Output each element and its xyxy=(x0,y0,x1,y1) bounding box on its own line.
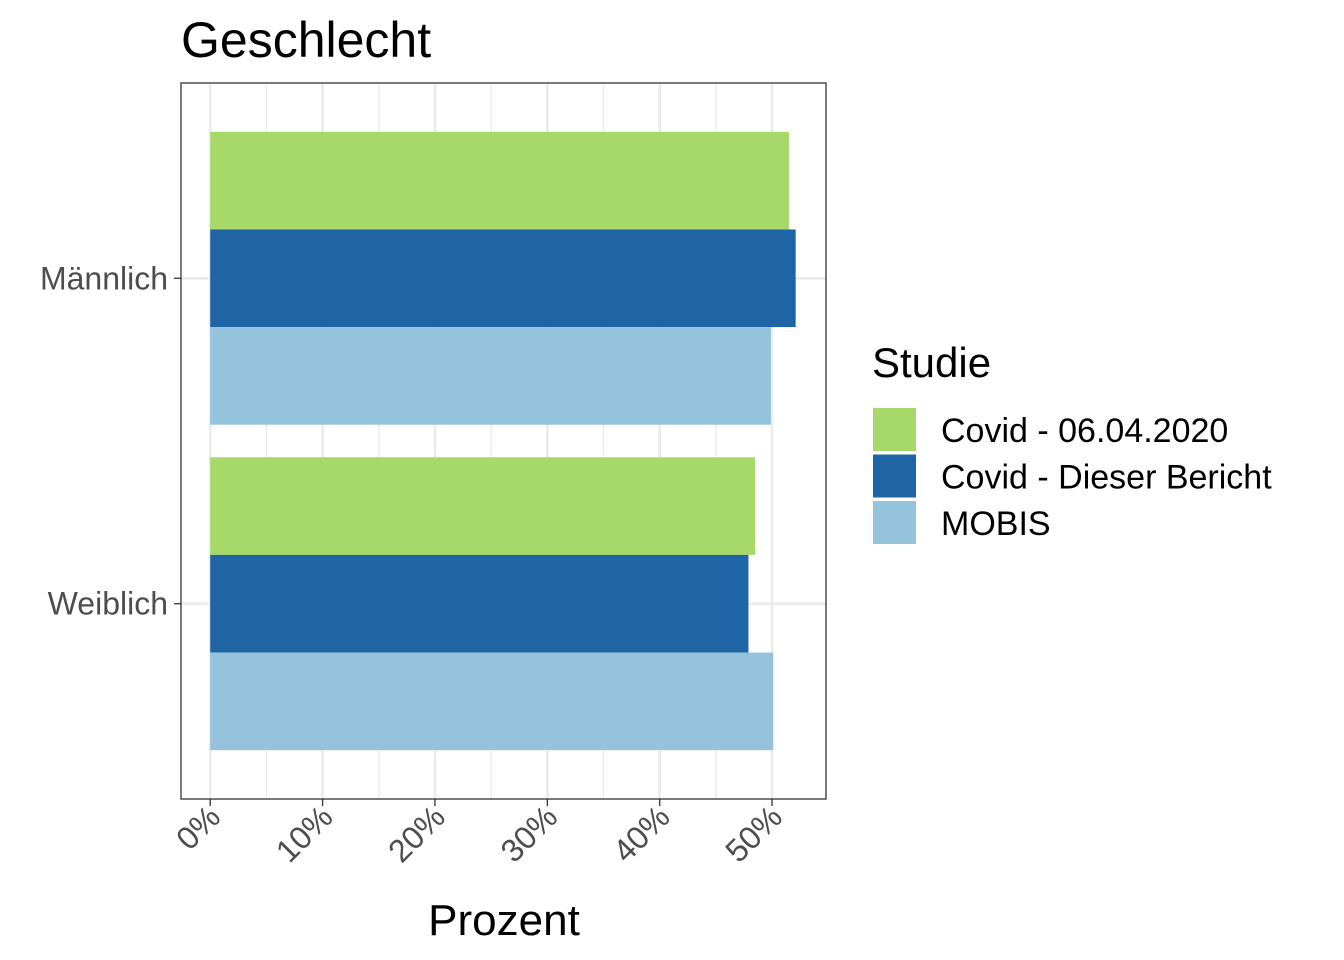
x-axis: 0% 10% 20% 30% 40% 50% xyxy=(169,798,789,869)
bar-weiblich-series-2 xyxy=(210,554,749,653)
x-tick-label: 30% xyxy=(494,798,565,869)
x-tick-label: 10% xyxy=(269,798,340,869)
chart-title: Geschlecht xyxy=(181,12,431,68)
legend-label: Covid - Dieser Bericht xyxy=(941,459,1272,497)
legend-title: Studie xyxy=(872,339,991,386)
plot-border xyxy=(180,82,827,800)
legend-key xyxy=(873,408,916,451)
legend: Studie Covid - 06.04.2020 Covid - Dieser … xyxy=(872,339,1272,544)
bar-männlich-series-1 xyxy=(210,131,789,230)
y-axis: Weiblich Männlich xyxy=(40,260,181,622)
legend-key xyxy=(873,454,916,498)
legend-key xyxy=(873,501,916,544)
bar-weiblich-series-3 xyxy=(210,652,774,751)
y-tick-label: Weiblich xyxy=(48,586,168,622)
legend-label: MOBIS xyxy=(941,505,1051,543)
x-tick-label: 0% xyxy=(169,798,227,856)
y-tick-label: Männlich xyxy=(40,260,168,296)
bars xyxy=(210,131,796,751)
bar-männlich-series-3 xyxy=(210,327,771,425)
x-tick-label: 20% xyxy=(381,798,452,869)
x-tick-label: 40% xyxy=(606,798,677,869)
bar-männlich-series-2 xyxy=(210,229,796,328)
bar-weiblich-series-1 xyxy=(210,457,756,555)
legend-label: Covid - 06.04.2020 xyxy=(941,412,1228,450)
x-tick-label: 50% xyxy=(718,798,789,869)
x-axis-title: Prozent xyxy=(428,896,580,945)
